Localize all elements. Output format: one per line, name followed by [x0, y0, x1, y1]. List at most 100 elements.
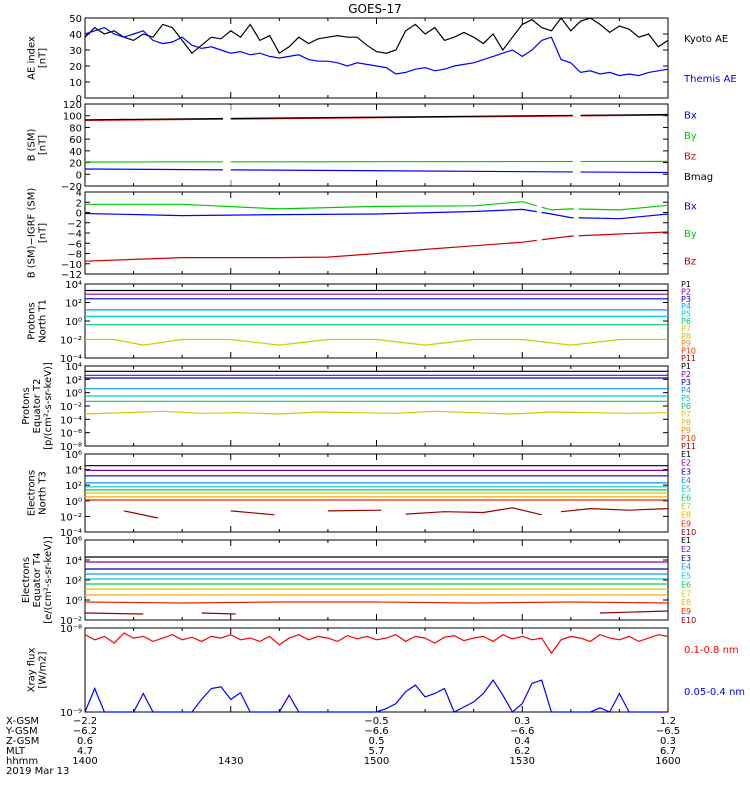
legend-label: P6	[681, 317, 691, 326]
y-tick-label: 10⁰	[65, 596, 82, 607]
series-line-Kyoto AE	[84, 17, 669, 55]
data-gap	[573, 193, 579, 273]
y-tick-label: 10⁴	[65, 466, 82, 477]
series-line-E10	[561, 507, 669, 513]
panel-p_e: 10⁻⁸ 10⁻⁶ 10⁻⁴ 10⁻² 10⁰ 10² 10⁴ Protons Equator …	[21, 362, 696, 453]
y-tick-label: 10²	[65, 576, 82, 587]
panel-frame	[84, 539, 669, 621]
panel-p_n: 10⁻⁴ 10⁻² 10⁰ 10² 10⁴ Protons North T1 P1P2P3P4…	[27, 280, 697, 365]
legend-label: E8	[681, 598, 691, 607]
y-tick-label: 10	[69, 78, 82, 89]
y-tick-label: 10⁴	[65, 556, 82, 567]
y-tick-label: 10⁻²	[60, 512, 82, 523]
y-tick-label: 10⁻²	[60, 336, 82, 347]
y-tick-label: −8	[67, 250, 82, 261]
y-axis-label: Equator T4	[32, 553, 43, 608]
legend-label: P10	[681, 347, 696, 356]
y-tick-label: 10⁰	[65, 317, 82, 328]
legend-label: E6	[681, 493, 691, 502]
y-tick-label: 10⁻⁶	[60, 429, 82, 440]
legend-label: E2	[681, 459, 691, 468]
legend-label: By	[684, 229, 697, 240]
y-tick-label: 10⁻²	[60, 402, 82, 413]
legend-label: P7	[681, 410, 691, 419]
legend-label: E4	[681, 476, 691, 485]
series-line-Bx	[84, 168, 669, 174]
y-tick-label: 100	[63, 112, 82, 123]
y-tick-label: 40	[69, 30, 82, 41]
data-gap	[536, 193, 542, 273]
legend-label: P3	[681, 378, 691, 387]
x-axis-value: −6.6	[510, 726, 534, 737]
legend-label: E3	[681, 554, 691, 563]
x-axis-value: 0.6	[77, 736, 93, 747]
series-line-0.1-0.8 nm	[84, 632, 669, 655]
y-tick-label: −12	[61, 270, 82, 281]
legend-label: E3	[681, 467, 691, 476]
x-axis-row-label: hhmm	[6, 756, 38, 767]
legend-label: E6	[681, 580, 691, 589]
series-line-E10	[327, 509, 382, 512]
y-tick-label: 10⁻²	[60, 616, 82, 627]
legend-label: P10	[681, 434, 696, 443]
legend-label: P11	[681, 442, 696, 451]
legend-label: P9	[681, 426, 691, 435]
y-axis-label: AE index	[27, 36, 38, 80]
legend-label: E9	[681, 607, 691, 616]
x-axis-row-label: Y-GSM	[5, 726, 38, 737]
x-axis-value: 0.4	[514, 736, 530, 747]
x-axis-value: 1.2	[660, 716, 676, 727]
legend-label: P4	[681, 302, 691, 311]
legend-label: P7	[681, 324, 691, 333]
panel-frame	[84, 17, 669, 99]
legend-label: By	[684, 131, 697, 142]
y-tick-label: 10²	[65, 375, 82, 386]
series-line-E10	[84, 612, 144, 615]
y-tick-label: 0	[76, 94, 82, 105]
legend-label: P1	[681, 362, 691, 371]
panel-frame	[84, 627, 669, 713]
panel-ae: 0 10 20 30 40 50 AE index [nT] Kyoto AE Themis AE	[27, 14, 737, 105]
legend-label: Bx	[684, 202, 697, 213]
y-tick-label: 10⁰	[65, 497, 82, 508]
y-tick-label: 4	[76, 188, 82, 199]
legend-label: Bz	[684, 151, 696, 162]
legend-label: E1	[681, 536, 691, 545]
x-axis-value: −0.5	[364, 716, 388, 727]
y-axis-label: [nT]	[38, 48, 49, 68]
legend-label: E7	[681, 502, 691, 511]
legend-label: P9	[681, 339, 691, 348]
series-line-E10	[405, 507, 542, 516]
legend-label: P2	[681, 287, 691, 296]
y-tick-label: 10²	[65, 299, 82, 310]
y-tick-label: 10⁻⁹	[60, 708, 82, 719]
legend-label: P8	[681, 332, 691, 341]
y-tick-label: 10⁻⁴	[60, 415, 82, 426]
y-axis-label: Protons	[27, 302, 38, 339]
y-tick-label: 40	[69, 147, 82, 158]
series-line-E10	[599, 610, 669, 614]
series-line-E9	[84, 601, 669, 604]
y-tick-label: 10⁻⁴	[60, 528, 82, 539]
y-axis-label: North T3	[38, 471, 49, 515]
legend-label: P3	[681, 295, 691, 304]
series-line-Bx	[84, 208, 669, 220]
y-axis-label: [nT]	[38, 135, 49, 155]
y-tick-label: 20	[69, 62, 82, 73]
x-axis-value: 1430	[218, 756, 243, 767]
y-tick-label: 20	[69, 159, 82, 170]
x-axis-value: 0.5	[369, 736, 385, 747]
x-axis-value: −6.2	[73, 726, 97, 737]
y-tick-label: 0	[76, 209, 82, 220]
y-tick-label: 120	[63, 100, 82, 111]
series-line-E10	[230, 510, 275, 516]
series-line-Bmag	[84, 113, 669, 121]
legend-label: P5	[681, 310, 691, 319]
legend-label: P6	[681, 402, 691, 411]
y-axis-label: B (SM)−IGRF (SM)	[27, 188, 38, 279]
y-tick-label: 2	[76, 198, 82, 209]
legend-label: E2	[681, 545, 691, 554]
legend-label: P1	[681, 280, 691, 289]
x-axis-value: 1600	[655, 756, 680, 767]
